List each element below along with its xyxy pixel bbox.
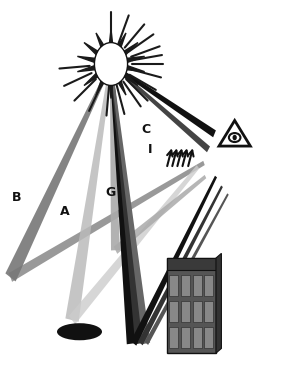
Bar (204, 301, 213, 322)
Ellipse shape (57, 323, 102, 340)
Polygon shape (145, 193, 229, 345)
Bar (204, 275, 213, 296)
Bar (193, 301, 202, 322)
Polygon shape (65, 64, 112, 322)
Ellipse shape (229, 133, 241, 142)
Bar (181, 301, 190, 322)
Polygon shape (69, 165, 199, 324)
Bar (204, 327, 213, 348)
Text: B: B (12, 191, 21, 204)
Bar (169, 275, 178, 296)
Text: G: G (106, 185, 116, 199)
Polygon shape (216, 253, 221, 353)
Bar (167, 258, 216, 353)
Polygon shape (131, 176, 217, 346)
Bar (193, 275, 202, 296)
Circle shape (94, 43, 128, 85)
Text: I: I (148, 143, 152, 156)
Polygon shape (110, 64, 150, 344)
Text: A: A (60, 205, 69, 218)
Polygon shape (110, 63, 210, 152)
Polygon shape (110, 64, 120, 250)
Polygon shape (5, 63, 112, 281)
Bar (169, 327, 178, 348)
Bar (169, 301, 178, 322)
Bar (181, 327, 190, 348)
Polygon shape (110, 64, 146, 344)
Circle shape (232, 135, 237, 140)
Bar (193, 327, 202, 348)
Polygon shape (9, 161, 205, 282)
Polygon shape (110, 62, 216, 137)
Polygon shape (110, 64, 140, 344)
Bar (167, 258, 216, 270)
Text: C: C (141, 123, 150, 137)
Polygon shape (114, 175, 206, 254)
Bar (181, 275, 190, 296)
Polygon shape (219, 120, 250, 146)
Polygon shape (138, 185, 223, 345)
Polygon shape (77, 29, 145, 99)
